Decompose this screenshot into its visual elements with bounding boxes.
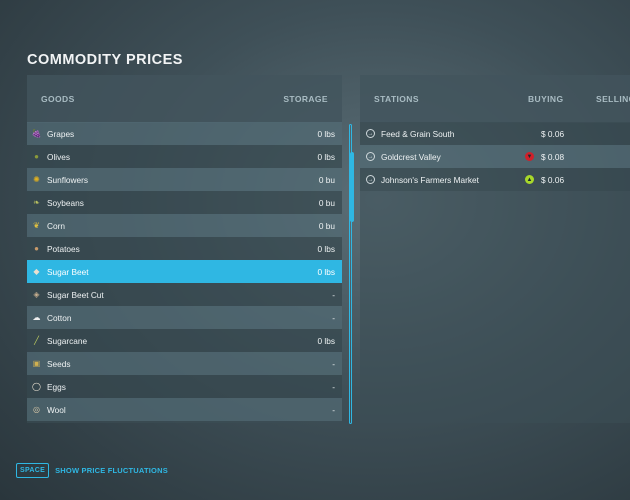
- goods-row-olives[interactable]: ● Olives 0 lbs: [27, 145, 342, 168]
- goods-item-storage: 0 bu: [318, 220, 335, 231]
- goods-row-seeds[interactable]: ▣ Seeds -: [27, 352, 342, 375]
- goods-row-soybeans[interactable]: ❧ Soybeans 0 bu: [27, 191, 342, 214]
- station-row[interactable]: → Goldcrest Valley ▼ $ 0.08: [360, 145, 630, 168]
- goods-scrollbar-track[interactable]: [349, 124, 352, 424]
- sugar-beet-cut-icon: ◈: [33, 289, 40, 299]
- goods-item-storage: -: [332, 381, 335, 392]
- stations-list: → Feed & Grain South $ 0.06 → Goldcrest Vall…: [360, 122, 630, 191]
- page-title: COMMODITY PRICES: [27, 52, 183, 68]
- goods-item-storage: 0 lbs: [317, 151, 335, 162]
- price-up-icon: ▲: [525, 175, 534, 184]
- station-row[interactable]: → Johnson's Farmers Market ▲ $ 0.06: [360, 168, 630, 191]
- station-name: Johnson's Farmers Market: [381, 174, 479, 185]
- goods-header: GOODS STORAGE: [27, 75, 342, 123]
- goods-row-eggs[interactable]: ◯ Eggs -: [27, 375, 342, 398]
- stations-panel: STATIONS BUYING SELLING → Feed & Grain So…: [360, 75, 630, 423]
- goods-item-cell: ❦ Corn: [31, 220, 65, 231]
- goods-item-storage: -: [332, 312, 335, 323]
- goods-item-cell: ❧ Soybeans: [31, 197, 84, 208]
- goods-item-name: Sugar Beet Cut: [47, 289, 104, 300]
- goods-row-sugarcane[interactable]: ╱ Sugarcane 0 lbs: [27, 329, 342, 352]
- goods-item-cell: ☁ Cotton: [31, 312, 72, 323]
- station-marker-icon[interactable]: →: [366, 152, 375, 161]
- station-name: Goldcrest Valley: [381, 151, 441, 162]
- footer-hint[interactable]: SPACE SHOW PRICE FLUCTUATIONS: [16, 463, 168, 478]
- goods-row-potatoes[interactable]: ● Potatoes 0 lbs: [27, 237, 342, 260]
- goods-item-name: Sunflowers: [47, 174, 89, 185]
- wool-icon: ◎: [33, 404, 40, 414]
- goods-item-cell: 🍇 Grapes: [31, 128, 75, 139]
- grapes-icon: 🍇: [31, 128, 42, 138]
- soybeans-icon: ❧: [33, 197, 40, 207]
- goods-row-cotton[interactable]: ☁ Cotton -: [27, 306, 342, 329]
- selling-column-header: SELLING: [596, 94, 630, 104]
- corn-icon: ❦: [33, 220, 40, 230]
- station-name: Feed & Grain South: [381, 128, 455, 139]
- goods-item-storage: -: [332, 358, 335, 369]
- goods-item-name: Grapes: [47, 128, 75, 139]
- goods-item-name: Sugarcane: [47, 335, 88, 346]
- goods-item-storage: 0 lbs: [317, 266, 335, 277]
- goods-item-cell: ▣ Seeds: [31, 358, 71, 369]
- goods-item-cell: ✺ Sunflowers: [31, 174, 88, 185]
- station-buying-price: $ 0.06: [541, 128, 565, 139]
- stations-column-header: STATIONS: [374, 94, 419, 104]
- station-buying-price: $ 0.06: [541, 174, 565, 185]
- goods-item-name: Corn: [47, 220, 65, 231]
- price-down-icon: ▼: [525, 152, 534, 161]
- goods-item-cell: ╱ Sugarcane: [31, 335, 87, 346]
- seeds-icon: ▣: [32, 358, 41, 368]
- goods-item-cell: ◈ Sugar Beet Cut: [31, 289, 104, 300]
- show-price-fluctuations-label[interactable]: SHOW PRICE FLUCTUATIONS: [55, 466, 168, 475]
- goods-item-name: Eggs: [47, 381, 66, 392]
- storage-column-header: STORAGE: [283, 94, 328, 104]
- goods-row-corn[interactable]: ❦ Corn 0 bu: [27, 214, 342, 237]
- goods-item-storage: 0 lbs: [317, 243, 335, 254]
- space-key-badge[interactable]: SPACE: [16, 463, 50, 478]
- goods-item-name: Potatoes: [47, 243, 80, 254]
- goods-item-storage: 0 lbs: [317, 335, 335, 346]
- goods-item-storage: 0 lbs: [317, 128, 335, 139]
- goods-item-storage: 0 bu: [318, 174, 335, 185]
- goods-item-name: Seeds: [47, 358, 71, 369]
- goods-row-sugar-beet[interactable]: ◆ Sugar Beet 0 lbs: [27, 260, 342, 283]
- goods-row-sunflowers[interactable]: ✺ Sunflowers 0 bu: [27, 168, 342, 191]
- station-buying-price: $ 0.08: [541, 151, 565, 162]
- goods-panel: GOODS STORAGE 🍇 Grapes 0 lbs ● Olives 0 lbs ✺ S…: [27, 75, 342, 423]
- goods-item-cell: ● Olives: [31, 151, 70, 162]
- station-marker-icon[interactable]: →: [366, 129, 375, 138]
- goods-scrollbar-thumb[interactable]: [350, 152, 354, 222]
- sugarcane-icon: ╱: [34, 335, 39, 345]
- cotton-icon: ☁: [32, 312, 41, 322]
- goods-row-sugar-beet-cut[interactable]: ◈ Sugar Beet Cut -: [27, 283, 342, 306]
- stations-header: STATIONS BUYING SELLING: [360, 75, 630, 123]
- sugar-beet-icon: ◆: [33, 266, 40, 276]
- goods-item-name: Sugar Beet: [47, 266, 89, 277]
- goods-item-storage: -: [332, 404, 335, 415]
- eggs-icon: ◯: [32, 381, 41, 391]
- goods-item-name: Cotton: [47, 312, 72, 323]
- goods-item-storage: -: [332, 289, 335, 300]
- goods-item-storage: 0 bu: [318, 197, 335, 208]
- goods-row-wool[interactable]: ◎ Wool -: [27, 398, 342, 421]
- goods-item-name: Wool: [47, 404, 66, 415]
- potato-icon: ●: [34, 243, 39, 253]
- goods-item-cell: ● Potatoes: [31, 243, 80, 254]
- goods-item-cell: ◯ Eggs: [31, 381, 66, 392]
- goods-item-cell: ◆ Sugar Beet: [31, 266, 89, 277]
- sunflower-icon: ✺: [33, 174, 40, 184]
- goods-row-grapes[interactable]: 🍇 Grapes 0 lbs: [27, 122, 342, 145]
- goods-column-header: GOODS: [41, 94, 75, 104]
- goods-item-cell: ◎ Wool: [31, 404, 66, 415]
- buying-column-header: BUYING: [528, 94, 564, 104]
- goods-list: 🍇 Grapes 0 lbs ● Olives 0 lbs ✺ Sunflowers 0 bu ❧…: [27, 122, 342, 421]
- goods-item-name: Olives: [47, 151, 71, 162]
- goods-item-name: Soybeans: [47, 197, 84, 208]
- station-marker-icon[interactable]: →: [366, 175, 375, 184]
- olives-icon: ●: [34, 151, 39, 161]
- station-row[interactable]: → Feed & Grain South $ 0.06: [360, 122, 630, 145]
